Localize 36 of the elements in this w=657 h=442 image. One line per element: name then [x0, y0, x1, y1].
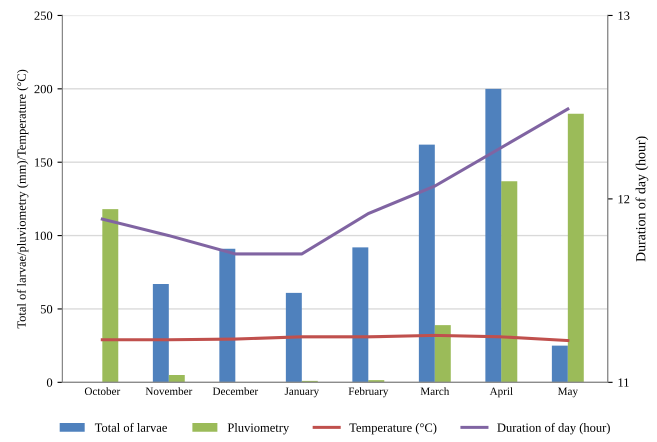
x-tick-label: February — [348, 387, 388, 398]
y-tick-label: 150 — [35, 158, 52, 167]
line-series — [100, 107, 570, 256]
bar — [168, 374, 185, 382]
x-tick-label: January — [284, 388, 320, 398]
bar — [418, 144, 435, 382]
bar — [102, 209, 118, 382]
y2-tick-label: 11 — [618, 378, 629, 387]
legend-label: Duration of day (hour) — [497, 422, 610, 434]
bar — [552, 346, 568, 382]
bar — [485, 88, 502, 382]
x-tick-label: October — [84, 387, 120, 396]
y-tick-label: 50 — [40, 304, 52, 314]
x-tick-label: May — [558, 388, 578, 398]
y-tick-label: 0 — [46, 378, 52, 387]
legend-label: Total of larvae — [94, 422, 167, 432]
y-tick-label: 100 — [35, 232, 52, 240]
x-tick-label: March — [420, 387, 450, 396]
x-tick-label: November — [146, 387, 192, 396]
y2-tick-label: 12 — [618, 194, 630, 204]
bar — [434, 325, 451, 382]
x-tick-label: December — [212, 387, 258, 396]
bar — [501, 181, 518, 382]
x-tick-label: April — [490, 387, 513, 398]
bar — [219, 248, 236, 382]
y-axis-title: Total of larvae/pluviometry (mm)/Temperature (°C) — [16, 70, 28, 328]
legend-label: Pluviometry — [228, 423, 290, 434]
y-tick-label: 200 — [34, 84, 52, 94]
y-tick-label: 250 — [34, 11, 52, 20]
bar — [568, 114, 584, 382]
y2-axis-title: Duration of day (hour) — [636, 136, 648, 262]
bar — [152, 284, 169, 382]
y2-tick-label: 13 — [618, 12, 630, 20]
bar — [352, 247, 368, 382]
legend-label: Temperature (°C) — [349, 423, 436, 434]
bar — [286, 292, 302, 382]
